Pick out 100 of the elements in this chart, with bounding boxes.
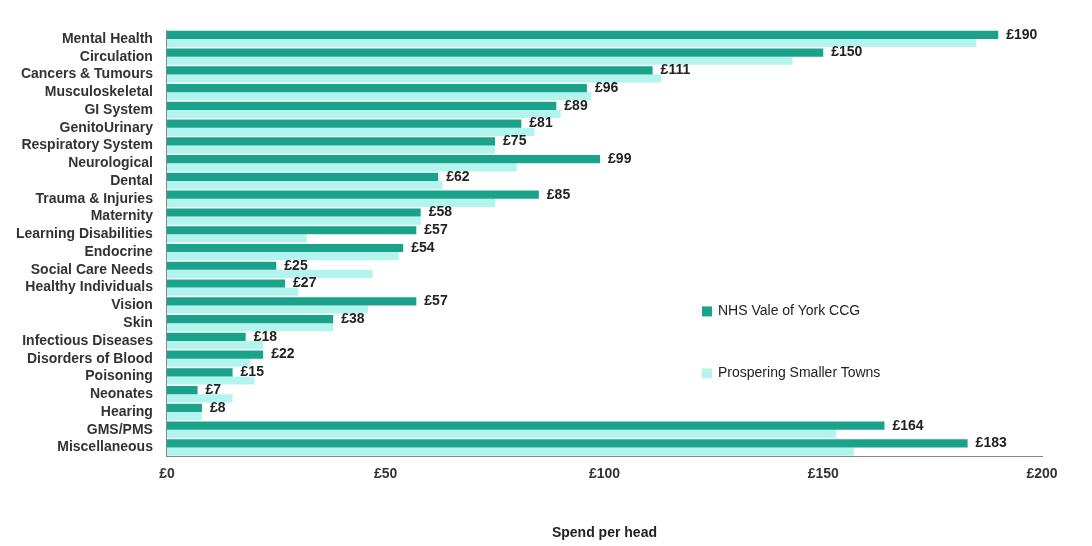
data-label: £57 — [424, 292, 448, 309]
y-tick-label: Neurological — [68, 154, 153, 171]
bar — [166, 198, 496, 207]
x-axis-title: Spend per head — [551, 524, 657, 541]
y-tick-label: Maternity — [90, 207, 154, 224]
x-tick-label: £0 — [159, 464, 175, 481]
data-label: £58 — [428, 203, 453, 220]
bar — [166, 340, 264, 350]
bar — [166, 376, 255, 385]
bar — [166, 305, 369, 314]
y-tick-label: Musculoskeletal — [44, 83, 153, 100]
x-tick-label: £200 — [1026, 464, 1058, 481]
data-label: £54 — [411, 238, 435, 255]
bar — [166, 332, 246, 341]
data-label: £81 — [529, 114, 553, 131]
bar — [166, 127, 535, 136]
bar — [166, 74, 662, 83]
y-tick-label: Social Care Needs — [30, 260, 154, 277]
x-tick-label: £50 — [374, 464, 398, 481]
bar — [166, 30, 999, 39]
bar — [166, 297, 417, 306]
data-label: £85 — [546, 185, 571, 202]
bar — [166, 279, 286, 288]
legend-label: NHS Vale of York CCG — [718, 302, 861, 319]
y-tick-label: Learning Disabilities — [15, 225, 154, 242]
y-tick-label: Hearing — [100, 402, 153, 419]
y-tick-label: GenitoUrinary — [59, 118, 154, 135]
bar — [166, 145, 496, 154]
y-tick-label: Neonates — [89, 385, 154, 402]
bar — [166, 252, 399, 261]
bar — [166, 66, 653, 75]
data-label: £75 — [503, 132, 527, 149]
y-tick-label: Dental — [110, 171, 153, 188]
data-label: £99 — [608, 150, 632, 167]
bar — [166, 314, 334, 324]
bar — [166, 261, 277, 270]
bar — [166, 243, 404, 253]
data-label: £96 — [594, 78, 619, 95]
data-label: £15 — [240, 363, 265, 380]
data-label: £25 — [284, 256, 308, 273]
bar — [166, 403, 202, 412]
bar — [166, 119, 522, 128]
y-tick-label: Circulation — [79, 47, 153, 64]
bar — [166, 439, 968, 448]
data-label: £190 — [1006, 25, 1038, 42]
bar — [166, 447, 854, 456]
data-label: £111 — [660, 61, 691, 78]
bar — [166, 269, 373, 279]
bar — [166, 394, 233, 403]
data-label: £18 — [253, 327, 278, 344]
y-tick-label: Mental Health — [61, 29, 153, 46]
bar — [166, 109, 561, 119]
y-tick-label: Respiratory System — [21, 136, 153, 153]
data-label: £89 — [564, 96, 588, 113]
y-tick-label: Infectious Diseases — [22, 331, 154, 348]
bar — [166, 48, 824, 57]
bar — [166, 92, 592, 101]
bar — [166, 287, 299, 296]
y-tick-label: Poisoning — [85, 367, 153, 384]
bar — [166, 190, 539, 199]
data-label: £7 — [205, 380, 222, 397]
bar — [166, 358, 251, 367]
legend-label: Prospering Smaller Towns — [718, 364, 881, 381]
bar — [166, 137, 496, 146]
data-label: £164 — [892, 416, 924, 433]
y-tick-label: GI System — [84, 100, 153, 117]
bar — [166, 84, 587, 93]
y-tick-label: GMS/PMS — [86, 420, 153, 437]
bar — [166, 234, 307, 243]
data-label: £8 — [209, 398, 226, 415]
y-tick-label: Cancers & Tumours — [20, 65, 154, 82]
bar — [166, 155, 601, 164]
bar — [166, 101, 557, 110]
data-label: £150 — [831, 43, 863, 60]
x-tick-label: £150 — [807, 464, 840, 481]
data-label: £27 — [293, 274, 317, 291]
y-tick-label: Skin — [123, 314, 153, 331]
bar — [166, 38, 977, 48]
bar — [166, 429, 837, 438]
bar — [166, 411, 202, 421]
data-label: £57 — [424, 221, 448, 238]
bar — [166, 208, 421, 217]
bar — [166, 386, 198, 395]
bar — [166, 350, 264, 359]
y-tick-label: Disorders of Blood — [26, 349, 153, 366]
bar — [166, 368, 233, 377]
bar — [166, 323, 334, 332]
y-tick-label: Trauma & Injuries — [35, 189, 154, 206]
data-label: £22 — [271, 345, 295, 362]
y-tick-label: Miscellaneous — [57, 438, 154, 455]
y-tick-label: Endocrine — [84, 242, 154, 259]
bar — [166, 226, 417, 235]
data-label: £62 — [446, 167, 470, 184]
bar — [166, 56, 793, 65]
bar — [166, 172, 439, 182]
bar — [166, 181, 443, 190]
data-label: £183 — [975, 434, 1007, 451]
bar — [166, 216, 421, 225]
bar — [166, 163, 517, 172]
bar — [166, 421, 885, 430]
